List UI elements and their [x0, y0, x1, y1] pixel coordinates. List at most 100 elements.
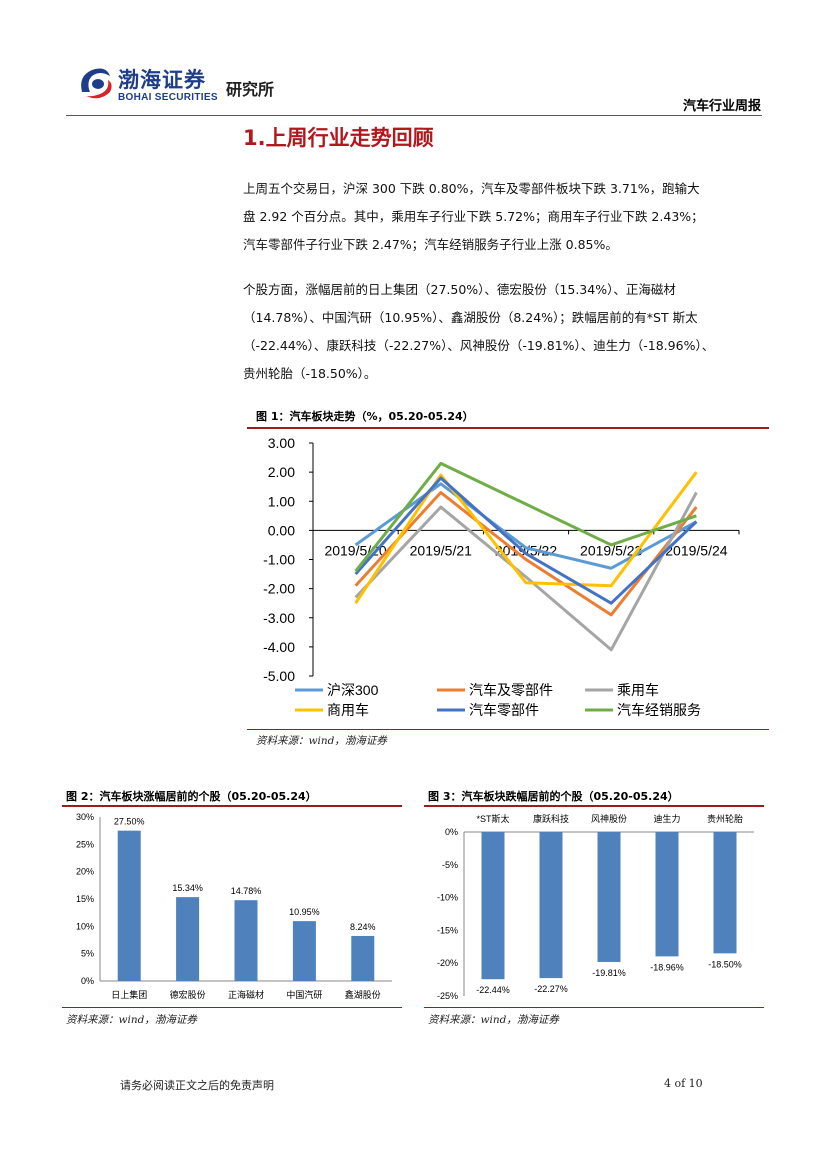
- logo-mark-icon: [81, 68, 112, 99]
- y-tick-label: -3.00: [263, 610, 295, 626]
- legend-label: 汽车经销服务: [617, 702, 701, 718]
- series-line: [354, 476, 698, 605]
- bar-data-label: 14.78%: [231, 886, 262, 896]
- y-tick-label: -5%: [442, 860, 458, 870]
- y-tick-label: 25%: [76, 839, 94, 849]
- y-tick-label: 0.00: [268, 522, 295, 538]
- bar: [539, 832, 563, 979]
- page-number: 4 of 10: [664, 1077, 703, 1090]
- bar: [481, 832, 505, 980]
- bar: [176, 897, 200, 981]
- y-tick-label: -1.00: [263, 552, 295, 568]
- section-title: 1.上周行业走势回顾: [243, 126, 434, 150]
- logo-chinese-name: 渤海证券: [118, 68, 206, 92]
- y-tick-label: 15%: [76, 894, 94, 904]
- bar: [292, 921, 316, 981]
- series-line: [354, 482, 698, 570]
- x-tick-label: 正海磁材: [228, 989, 264, 1000]
- legend-label: 商用车: [327, 702, 369, 718]
- bar-data-label: 27.50%: [114, 817, 145, 827]
- figure-2-source: 资料来源：wind，渤海证券: [66, 1014, 197, 1026]
- bar-data-label: -22.27%: [534, 984, 568, 994]
- x-tick-label: 2019/5/21: [410, 542, 472, 558]
- legend-label: 汽车及零部件: [469, 682, 553, 698]
- x-tick-label: 德宏股份: [170, 989, 206, 1000]
- report-type: 汽车行业周报: [682, 99, 761, 114]
- header-divider: [66, 115, 762, 116]
- figure-3-bottom-rule: [424, 1007, 764, 1008]
- paragraph-line: （14.78%）、中国汽研（10.95%）、鑫湖股份（8.24%）；跌幅居前的有…: [243, 310, 698, 325]
- y-tick-label: 1.00: [268, 493, 295, 509]
- paragraph-line: （-22.44%）、康跃科技（-22.27%）、风神股份（-19.81%）、迪生…: [243, 338, 715, 353]
- y-tick-label: 3.00: [268, 435, 295, 451]
- institute-name: 研究所: [226, 80, 275, 99]
- y-tick-label: 0%: [445, 827, 458, 837]
- figure-3-source: 资料来源：wind，渤海证券: [428, 1014, 559, 1026]
- paragraph-line: 个股方面，涨幅居前的日上集团（27.50%）、德宏股份（15.34%）、正海磁材: [243, 282, 676, 297]
- paragraph-market: 上周五个交易日，沪深 300 下跌 0.80%，汽车及零部件板块下跌 3.71%…: [243, 175, 763, 259]
- x-tick-label: 鑫湖股份: [345, 989, 381, 1000]
- bar-data-label: -18.50%: [708, 959, 742, 969]
- bar-data-label: -22.44%: [476, 985, 510, 995]
- bar: [597, 832, 621, 962]
- x-tick-label: 2019/5/23: [580, 542, 642, 558]
- y-tick-label: -25%: [437, 991, 458, 1001]
- figure-1-title: 图 1：汽车板块走势（%，05.20-05.24）: [256, 410, 474, 423]
- series-line: [354, 491, 698, 617]
- y-tick-label: -5.00: [263, 668, 295, 684]
- figure-2-bar-chart: 30% 25% 20% 15% 10% 5% 0% 27.50% 日上集团 15.34% 德宏股份 1…: [76, 812, 392, 1000]
- x-tick-label: 康跃科技: [533, 813, 569, 824]
- paragraph-line: 盘 2.92 个百分点。其中，乘用车子行业下跌 5.72%；商用车子行业下跌 2…: [243, 209, 704, 224]
- y-tick-label: -2.00: [263, 581, 295, 597]
- figure-2-title: 图 2：汽车板块涨幅居前的个股（05.20-05.24）: [66, 790, 317, 803]
- x-tick-label: 2019/5/24: [665, 542, 727, 558]
- x-tick-label: *ST斯太: [476, 813, 509, 824]
- bar-data-label: 8.24%: [350, 922, 376, 932]
- x-tick-label: 贵州轮胎: [707, 813, 743, 824]
- legend-label: 沪深300: [327, 682, 379, 698]
- series-line: [354, 471, 698, 605]
- bar: [351, 935, 375, 981]
- y-tick-label: -10%: [437, 893, 458, 903]
- legend-label: 汽车零部件: [469, 702, 539, 718]
- footer-disclaimer: 请务必阅读正文之后的免责声明: [120, 1079, 274, 1092]
- y-tick-label: 0%: [81, 976, 94, 986]
- paragraph-stocks: 个股方面，涨幅居前的日上集团（27.50%）、德宏股份（15.34%）、正海磁材…: [243, 276, 763, 388]
- x-tick-label: 日上集团: [111, 989, 147, 1000]
- bar: [655, 832, 679, 957]
- y-tick-label: -15%: [437, 925, 458, 935]
- y-tick-label: 2.00: [268, 464, 295, 480]
- bar-data-label: 15.34%: [172, 883, 203, 893]
- figure-3-bar-chart: 0% -5% -10% -15% -20% -25% -22.44% *ST斯太 -22.27%…: [437, 813, 754, 1001]
- y-tick-label: -4.00: [263, 639, 295, 655]
- y-tick-label: -20%: [437, 958, 458, 968]
- paragraph-line: 贵州轮胎（-18.50%）。: [243, 366, 377, 381]
- series-line: [354, 461, 697, 573]
- paragraph-line: 上周五个交易日，沪深 300 下跌 0.80%，汽车及零部件板块下跌 3.71%…: [243, 181, 700, 196]
- figure-3-top-rule: [424, 805, 764, 807]
- figure-3-title: 图 3：汽车板块跌幅居前的个股（05.20-05.24）: [428, 790, 679, 803]
- figure-2-bottom-rule: [62, 1007, 402, 1008]
- series-line: [354, 491, 698, 652]
- y-tick-label: 10%: [76, 921, 94, 931]
- legend-label: 乘用车: [617, 682, 659, 698]
- x-tick-label: 风神股份: [591, 813, 627, 824]
- bar-data-label: -18.96%: [650, 962, 684, 972]
- y-tick-label: 20%: [76, 867, 94, 877]
- y-tick-label: 5%: [81, 949, 94, 959]
- x-tick-label: 中国汽研: [286, 989, 322, 1000]
- bar: [234, 900, 258, 981]
- bar-data-label: 10.95%: [289, 907, 320, 917]
- figure-1-source: 资料来源：wind，渤海证券: [256, 735, 387, 747]
- x-tick-label: 迪生力: [653, 813, 680, 824]
- figure-2-top-rule: [62, 805, 402, 807]
- figure-1-top-rule: [247, 427, 769, 429]
- logo-english-name: BOHAI SECURITIES: [118, 92, 218, 103]
- bar: [713, 832, 737, 954]
- bar-data-label: -19.81%: [592, 968, 626, 978]
- logo: 渤海证券 BOHAI SECURITIES 研究所: [76, 62, 291, 108]
- figure-1-bottom-rule: [247, 729, 769, 730]
- paragraph-line: 汽车零部件子行业下跌 2.47%；汽车经销服务子行业上涨 0.85%。: [243, 237, 618, 252]
- y-tick-label: 30%: [76, 812, 94, 822]
- bar: [117, 830, 141, 981]
